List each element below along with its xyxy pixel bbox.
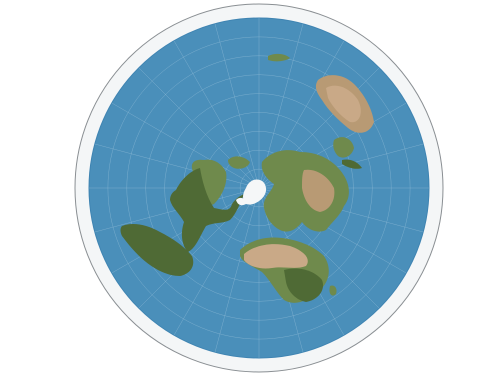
- landmasses: [120, 53, 374, 303]
- north-america: [170, 168, 244, 252]
- meridian-line: [138, 187, 260, 309]
- indonesia: [342, 159, 362, 169]
- meridian-line: [214, 23, 260, 189]
- australia-desert: [326, 85, 361, 123]
- arctic-ice-fragment: [236, 197, 246, 206]
- madagascar: [329, 285, 337, 296]
- south-america: [120, 224, 194, 276]
- meridian-line: [173, 187, 260, 336]
- southeast-asia: [333, 137, 354, 158]
- arctic-ice: [243, 179, 267, 205]
- sahara: [244, 244, 308, 269]
- new-zealand: [268, 53, 290, 62]
- outer-ring-outline: [74, 3, 444, 373]
- meridian-line: [111, 102, 260, 189]
- asia-desert: [302, 169, 335, 212]
- meridian-line: [94, 143, 260, 189]
- meridian-line: [214, 187, 260, 353]
- southern-africa: [284, 268, 324, 302]
- alaska: [228, 156, 250, 169]
